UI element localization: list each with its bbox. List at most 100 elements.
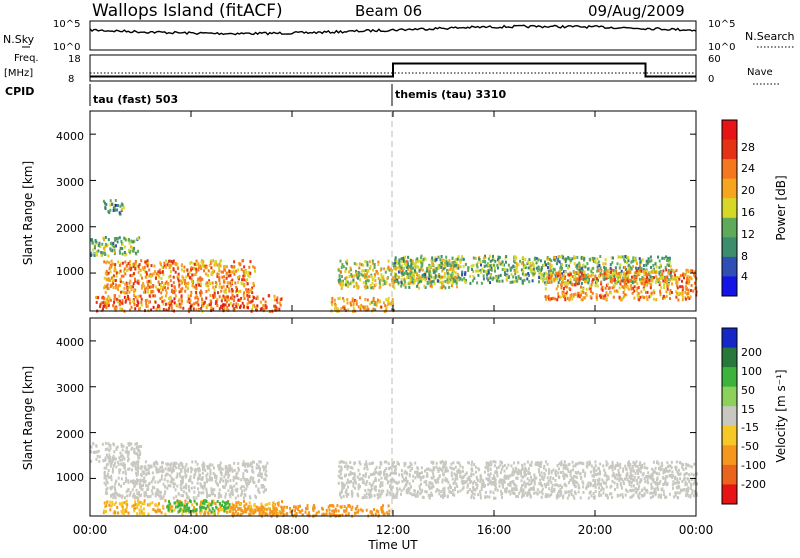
scatter-cell [361,270,363,273]
scatter-cell [229,469,231,472]
scatter-cell [663,257,665,260]
scatter-cell [108,272,110,275]
scatter-cell [632,461,634,464]
scatter-cell [165,467,167,470]
scatter-cell [388,504,390,507]
scatter-cell [613,296,615,299]
scatter-cell [541,496,543,499]
scatter-cell [680,489,682,492]
scatter-cell [624,280,626,283]
scatter-cell [571,257,573,260]
scatter-cell [489,281,491,284]
scatter-cell [181,294,183,297]
scatter-cell [398,259,400,262]
scatter-cell [232,511,234,514]
scatter-cell [228,282,230,285]
scatter-cell [115,496,117,499]
scatter-cell [257,297,259,300]
scatter-cell [173,268,175,271]
scatter-cell [250,462,252,465]
scatter-cell [410,262,412,265]
scatter-cell [106,492,108,495]
scatter-cell [447,281,449,284]
scatter-cell [636,262,638,265]
scatter-cell [612,257,614,260]
scatter-cell [413,489,415,492]
scatter-cell [175,466,177,469]
scatter-cell [270,511,272,514]
scatter-cell [459,490,461,493]
scatter-cell [190,475,192,478]
scatter-cell [672,278,674,281]
scatter-cell [610,485,612,488]
scatter-cell [502,268,504,271]
scatter-cell [494,260,496,263]
scatter-cell [265,304,267,307]
scatter-cell [487,279,489,282]
scatter-cell [202,476,204,479]
colorbar-swatch [722,218,737,238]
scatter-cell [435,490,437,493]
scatter-cell [121,512,123,515]
scatter-cell [143,508,145,511]
scatter-cell [273,507,275,510]
scatter-cell [612,272,614,275]
scatter-cell [111,501,113,504]
scatter-cell [175,506,177,509]
scatter-cell [229,479,231,482]
scatter-cell [650,483,652,486]
scatter-cell [165,259,167,262]
scatter-cell [340,505,342,508]
scatter-cell [147,284,149,287]
scatter-cell [111,504,113,507]
scatter-cell [579,276,581,279]
scatter-cell [471,463,473,466]
scatter-cell [232,290,234,293]
scatter-cell [189,479,191,482]
scatter-cell [129,282,131,285]
scatter-cell [477,467,479,470]
scatter-cell [477,270,479,273]
scatter-cell [235,305,237,308]
scatter-cell [561,283,563,286]
scatter-cell [181,287,183,290]
power-panel: Slant Range [km] 1000 2000 3000 4000 [21,111,698,313]
scatter-cell [558,295,560,298]
scatter-cell [129,274,131,277]
scatter-cell [674,277,676,280]
scatter-cell [112,242,114,245]
scatter-cell [280,511,282,514]
scatter-cell [107,254,109,257]
scatter-cell [182,275,184,278]
scatter-cell [126,494,128,497]
scatter-cell [195,509,197,512]
scatter-cell [650,294,652,297]
scatter-cell [138,467,140,470]
scatter-cell [623,295,625,298]
scatter-cell [110,285,112,288]
scatter-cell [167,480,169,483]
scatter-cell [583,296,585,299]
scatter-cell [171,510,173,513]
scatter-cell [194,500,196,503]
scatter-cell [95,239,97,242]
scatter-cell [582,264,584,267]
scatter-cell [252,305,254,308]
scatter-cell [324,513,326,516]
scatter-cell [454,478,456,481]
scatter-cell [416,272,418,275]
scatter-cell [492,278,494,281]
scatter-cell [461,273,463,276]
scatter-cell [592,273,594,276]
scatter-cell [181,282,183,285]
scatter-cell [220,508,222,511]
scatter-cell [246,278,248,281]
scatter-cell [258,480,260,483]
scatter-cell [463,277,465,280]
scatter-cell [631,276,633,279]
scatter-cell [237,303,239,306]
scatter-cell [660,293,662,296]
scatter-cell [258,465,260,468]
colorbar-swatch [722,159,737,179]
scatter-cell [545,283,547,286]
